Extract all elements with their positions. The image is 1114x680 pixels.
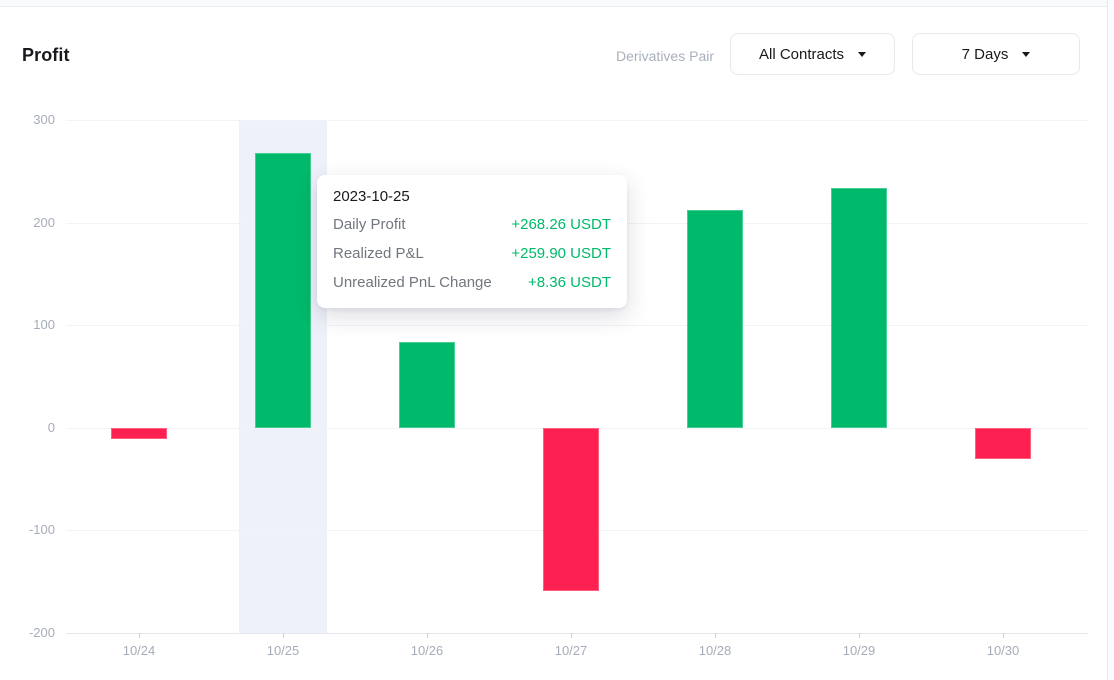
y-axis-tick-label: -200 xyxy=(28,625,55,640)
chart-tooltip: 2023-10-25 Daily Profit +268.26 USDT Rea… xyxy=(317,175,627,308)
x-axis-tick xyxy=(715,633,716,638)
profit-bar-10-25[interactable] xyxy=(255,152,311,428)
tooltip-row: Unrealized PnL Change +8.36 USDT xyxy=(333,272,611,294)
x-axis-tick xyxy=(283,633,284,638)
period-dropdown-value: 7 Days xyxy=(961,45,1009,63)
x-axis-tick-label: 10/29 xyxy=(842,643,876,658)
derivatives-pair-label: Derivatives Pair xyxy=(615,48,714,64)
tooltip-row-value: +8.36 USDT xyxy=(528,274,611,291)
x-axis-tick-label: 10/26 xyxy=(410,643,444,658)
contracts-dropdown-value: All Contracts xyxy=(758,45,845,63)
x-axis-line xyxy=(66,633,1088,634)
y-axis-tick-label: -100 xyxy=(28,522,55,537)
tooltip-row: Daily Profit +268.26 USDT xyxy=(333,214,611,236)
gridline xyxy=(66,325,1088,326)
x-axis-tick-label: 10/30 xyxy=(986,643,1020,658)
x-axis-tick xyxy=(139,633,140,638)
profit-bar-10-29[interactable] xyxy=(831,187,887,428)
x-axis-tick-label: 10/28 xyxy=(698,643,732,658)
y-axis-tick-label: 100 xyxy=(33,317,55,332)
tooltip-row-label: Daily Profit xyxy=(333,216,406,233)
x-axis-tick xyxy=(427,633,428,638)
tooltip-row-label: Unrealized PnL Change xyxy=(333,274,492,291)
top-separator xyxy=(0,0,1114,7)
gridline xyxy=(66,120,1088,121)
profit-bar-10-28[interactable] xyxy=(687,210,743,428)
x-axis-tick xyxy=(859,633,860,638)
y-axis-tick-label: 0 xyxy=(47,420,55,435)
x-axis-tick-label: 10/27 xyxy=(554,643,588,658)
page-title: Profit xyxy=(22,45,70,65)
y-axis-tick-label: 300 xyxy=(33,112,55,127)
x-axis-tick-label: 10/25 xyxy=(266,643,300,658)
period-dropdown[interactable]: 7 Days xyxy=(912,33,1080,75)
tooltip-row-value: +268.26 USDT xyxy=(511,216,611,233)
right-gutter xyxy=(1108,0,1114,680)
tooltip-row-label: Realized P&L xyxy=(333,245,424,262)
profit-bar-10-27[interactable] xyxy=(543,427,599,591)
chevron-down-icon xyxy=(858,51,867,57)
x-axis-tick xyxy=(571,633,572,638)
tooltip-date: 2023-10-25 xyxy=(333,188,410,205)
y-axis-tick-label: 200 xyxy=(33,215,55,230)
profit-bar-10-24[interactable] xyxy=(111,427,167,440)
x-axis-tick-label: 10/24 xyxy=(122,643,156,658)
contracts-dropdown[interactable]: All Contracts xyxy=(730,33,895,75)
panel-right-border xyxy=(1107,0,1108,680)
profit-bar-10-26[interactable] xyxy=(399,341,455,428)
chevron-down-icon xyxy=(1022,51,1031,57)
profit-bar-10-30[interactable] xyxy=(975,427,1031,459)
x-axis-tick xyxy=(1003,633,1004,638)
tooltip-row: Realized P&L +259.90 USDT xyxy=(333,243,611,265)
tooltip-row-value: +259.90 USDT xyxy=(511,245,611,262)
